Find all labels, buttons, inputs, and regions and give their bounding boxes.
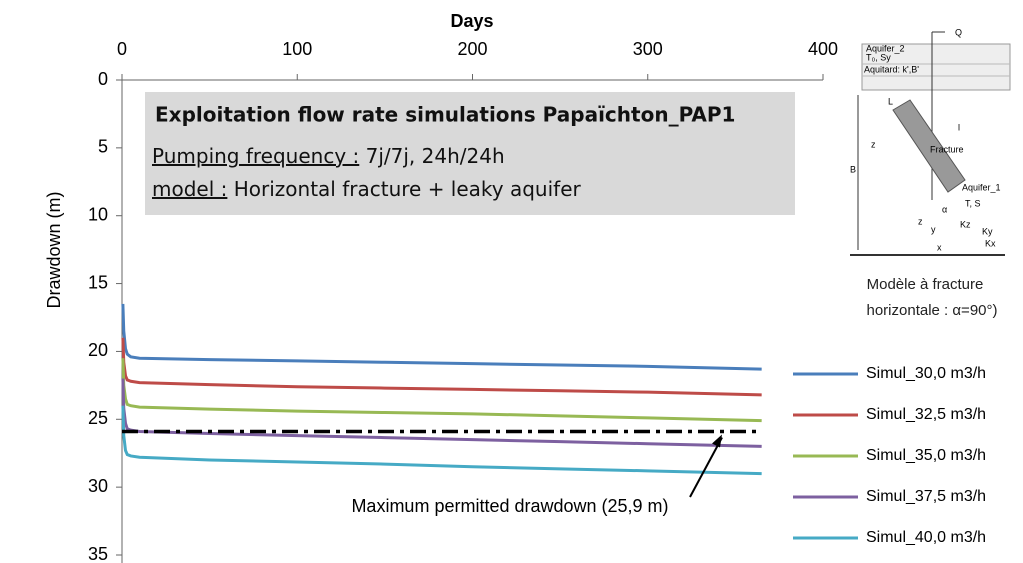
series-line	[121, 405, 762, 476]
inset-label: Aquifer_1	[962, 182, 1001, 192]
y-axis-title: Drawdown (m)	[44, 191, 64, 308]
inset-label: Ky	[982, 226, 993, 236]
inset-label: Q	[955, 27, 962, 37]
x-tick-label: 200	[457, 39, 487, 59]
y-tick-label: 15	[88, 272, 108, 292]
inset-label: z	[871, 139, 876, 149]
series-line	[121, 337, 762, 397]
inset-label: x	[937, 242, 942, 252]
y-tick-label: 30	[88, 476, 108, 496]
box-key: Pumping frequency :	[152, 144, 359, 168]
x-tick-label: 300	[633, 39, 663, 59]
box-title: Exploitation flow rate simulations Papaï…	[155, 103, 735, 127]
inset-label: Fracture	[930, 144, 964, 154]
box-line: model : Horizontal fracture + leaky aqui…	[152, 177, 582, 201]
box-line: Pumping frequency : 7j/7j, 24h/24h	[152, 144, 505, 168]
y-tick-label: 5	[98, 137, 108, 157]
inset-diagram	[850, 31, 1011, 256]
text-box	[145, 92, 795, 215]
annotation: Maximum permitted drawdown (25,9 m)	[351, 496, 668, 516]
box-value: 7j/7j, 24h/24h	[359, 144, 504, 168]
legend-label: Simul_40,0 m3/h	[866, 529, 986, 546]
inset-label: Kx	[985, 238, 996, 248]
inset-label: y	[931, 224, 936, 234]
inset-label: z	[918, 216, 923, 226]
inset-caption: horizontale : α=90°)	[867, 302, 998, 319]
y-tick-label: 20	[88, 340, 108, 360]
inset-label: α	[942, 204, 947, 214]
inset-label: L	[888, 96, 893, 106]
series-line	[121, 303, 762, 371]
y-tick-label: 25	[88, 408, 108, 428]
legend-label: Simul_32,5 m3/h	[866, 406, 986, 423]
x-tick-label: 100	[282, 39, 312, 59]
inset-label: Aquifer_2	[866, 43, 905, 53]
inset-label: Aquitard: k',B'	[864, 64, 919, 74]
legend-label: Simul_37,5 m3/h	[866, 488, 986, 505]
annotation-arrow	[689, 437, 723, 498]
x-tick-label: 0	[117, 39, 127, 59]
series-line	[121, 378, 762, 448]
x-axis-title: Days	[450, 11, 493, 31]
y-tick-label: 35	[88, 544, 108, 563]
inset-label: T₀, Sy	[866, 52, 891, 62]
series-line	[121, 358, 762, 423]
inset-label: B	[850, 164, 856, 174]
inset-label: l	[958, 122, 960, 132]
legend-label: Simul_30,0 m3/h	[866, 365, 986, 382]
box-key: model :	[152, 177, 227, 201]
legend-box	[778, 358, 1023, 563]
x-tick-label: 400	[808, 39, 838, 59]
box-value: Horizontal fracture + leaky aquifer	[227, 177, 581, 201]
arrow-head	[712, 434, 722, 448]
y-tick-label: 10	[88, 204, 108, 224]
inset-caption: Modèle à fracture	[867, 276, 984, 293]
inset-label: Kz	[960, 219, 971, 229]
inset-label: T, S	[965, 198, 981, 208]
legend-label: Simul_35,0 m3/h	[866, 447, 986, 464]
y-tick-label: 0	[98, 69, 108, 89]
